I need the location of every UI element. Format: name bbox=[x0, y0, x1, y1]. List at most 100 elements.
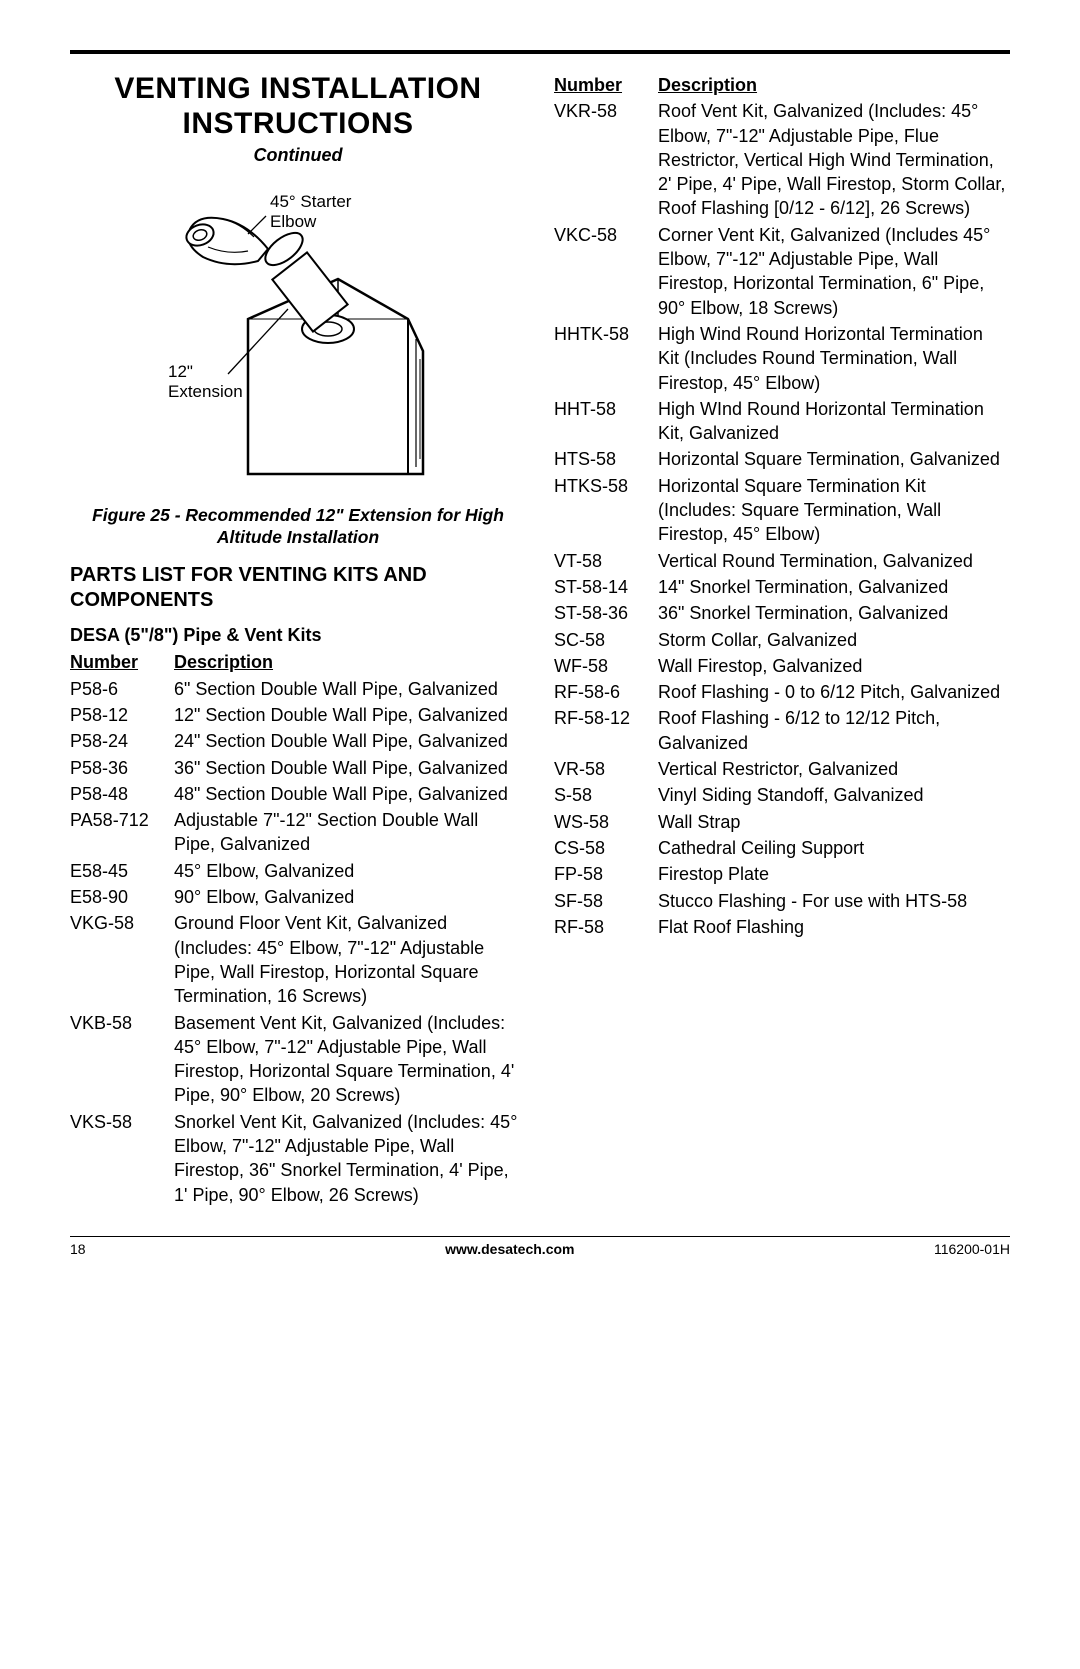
top-rule bbox=[70, 50, 1010, 54]
table-row: PA58-712Adjustable 7"-12" Section Double… bbox=[70, 807, 526, 858]
page-footer: 18 www.desatech.com 116200-01H bbox=[70, 1236, 1010, 1257]
part-description: 90° Elbow, Galvanized bbox=[174, 884, 526, 910]
part-description: Horizontal Square Termination, Galvanize… bbox=[658, 446, 1010, 472]
figure-caption: Figure 25 - Recommended 12" Extension fo… bbox=[70, 504, 526, 550]
part-description: Wall Strap bbox=[658, 809, 1010, 835]
part-number: VKC-58 bbox=[554, 222, 658, 321]
part-description: Horizontal Square Termination Kit (Inclu… bbox=[658, 473, 1010, 548]
table-row: FP-58Firestop Plate bbox=[554, 861, 1010, 887]
parts-table-right: Number Description VKR-58Roof Vent Kit, … bbox=[554, 72, 1010, 940]
table-row: E58-9090° Elbow, Galvanized bbox=[70, 884, 526, 910]
part-number: P58-48 bbox=[70, 781, 174, 807]
part-number: RF-58 bbox=[554, 914, 658, 940]
part-description: Storm Collar, Galvanized bbox=[658, 627, 1010, 653]
parts-list-heading: PARTS LIST FOR VENTING KITS AND COMPONEN… bbox=[70, 563, 526, 613]
table-row: HTKS-58Horizontal Square Termination Kit… bbox=[554, 473, 1010, 548]
part-description: 45° Elbow, Galvanized bbox=[174, 858, 526, 884]
part-description: 12" Section Double Wall Pipe, Galvanized bbox=[174, 702, 526, 728]
part-number: VKR-58 bbox=[554, 98, 658, 221]
part-number: VKB-58 bbox=[70, 1010, 174, 1109]
part-description: 48" Section Double Wall Pipe, Galvanized bbox=[174, 781, 526, 807]
part-number: RF-58-6 bbox=[554, 679, 658, 705]
table-row: P58-4848" Section Double Wall Pipe, Galv… bbox=[70, 781, 526, 807]
table-row: P58-1212" Section Double Wall Pipe, Galv… bbox=[70, 702, 526, 728]
part-number: HTS-58 bbox=[554, 446, 658, 472]
part-number: VKG-58 bbox=[70, 910, 174, 1009]
title-line1: VENTING INSTALLATION bbox=[114, 72, 481, 105]
table-row: VR-58Vertical Restrictor, Galvanized bbox=[554, 756, 1010, 782]
part-description: Cathedral Ceiling Support bbox=[658, 835, 1010, 861]
part-number: FP-58 bbox=[554, 861, 658, 887]
part-number: P58-6 bbox=[70, 676, 174, 702]
footer-url: www.desatech.com bbox=[445, 1241, 574, 1257]
part-description: 6" Section Double Wall Pipe, Galvanized bbox=[174, 676, 526, 702]
parts-table-left: Number Description P58-66" Section Doubl… bbox=[70, 649, 526, 1208]
part-number: VR-58 bbox=[554, 756, 658, 782]
col-number-header: Number bbox=[554, 72, 658, 98]
continued-label: Continued bbox=[70, 143, 526, 167]
col-number-header: Number bbox=[70, 649, 174, 675]
page-title: VENTING INSTALLATION INSTRUCTIONS bbox=[70, 72, 526, 141]
left-column: VENTING INSTALLATION INSTRUCTIONS Contin… bbox=[70, 72, 526, 1208]
part-number: PA58-712 bbox=[70, 807, 174, 858]
table-row: E58-4545° Elbow, Galvanized bbox=[70, 858, 526, 884]
part-description: Wall Firestop, Galvanized bbox=[658, 653, 1010, 679]
table-row: ST-58-1414" Snorkel Termination, Galvani… bbox=[554, 574, 1010, 600]
table-row: RF-58Flat Roof Flashing bbox=[554, 914, 1010, 940]
table-row: VKB-58Basement Vent Kit, Galvanized (Inc… bbox=[70, 1010, 526, 1109]
part-number: S-58 bbox=[554, 782, 658, 808]
table-row: HHTK-58High Wind Round Horizontal Termin… bbox=[554, 321, 1010, 396]
table-row: VKR-58Roof Vent Kit, Galvanized (Include… bbox=[554, 98, 1010, 221]
part-description: 24" Section Double Wall Pipe, Galvanized bbox=[174, 728, 526, 754]
part-description: Firestop Plate bbox=[658, 861, 1010, 887]
part-description: 36" Section Double Wall Pipe, Galvanized bbox=[174, 755, 526, 781]
part-description: Stucco Flashing - For use with HTS-58 bbox=[658, 888, 1010, 914]
part-description: Vinyl Siding Standoff, Galvanized bbox=[658, 782, 1010, 808]
fig-label-ext: 12" bbox=[168, 362, 193, 381]
part-number: VT-58 bbox=[554, 548, 658, 574]
table-row: HHT-58High WInd Round Horizontal Termina… bbox=[554, 396, 1010, 447]
part-description: Corner Vent Kit, Galvanized (Includes 45… bbox=[658, 222, 1010, 321]
part-number: SF-58 bbox=[554, 888, 658, 914]
part-number: WS-58 bbox=[554, 809, 658, 835]
col-description-header: Description bbox=[658, 72, 1010, 98]
table-row: WF-58Wall Firestop, Galvanized bbox=[554, 653, 1010, 679]
fig-label-elbow: 45° Starter bbox=[270, 192, 352, 211]
part-description: Ground Floor Vent Kit, Galvanized (Inclu… bbox=[174, 910, 526, 1009]
table-row: P58-66" Section Double Wall Pipe, Galvan… bbox=[70, 676, 526, 702]
col-description-header: Description bbox=[174, 649, 526, 675]
table-row: SC-58Storm Collar, Galvanized bbox=[554, 627, 1010, 653]
table-row: P58-3636" Section Double Wall Pipe, Galv… bbox=[70, 755, 526, 781]
doc-number: 116200-01H bbox=[934, 1241, 1010, 1257]
part-number: HHTK-58 bbox=[554, 321, 658, 396]
part-description: Vertical Restrictor, Galvanized bbox=[658, 756, 1010, 782]
part-description: Roof Flashing - 6/12 to 12/12 Pitch, Gal… bbox=[658, 705, 1010, 756]
page-number: 18 bbox=[70, 1241, 86, 1257]
table-row: RF-58-6Roof Flashing - 0 to 6/12 Pitch, … bbox=[554, 679, 1010, 705]
part-number: SC-58 bbox=[554, 627, 658, 653]
part-description: Roof Flashing - 0 to 6/12 Pitch, Galvani… bbox=[658, 679, 1010, 705]
table-row: WS-58Wall Strap bbox=[554, 809, 1010, 835]
part-description: Adjustable 7"-12" Section Double Wall Pi… bbox=[174, 807, 526, 858]
vent-diagram-icon: 45° Starter Elbow 12" Extension bbox=[128, 179, 468, 489]
part-number: WF-58 bbox=[554, 653, 658, 679]
part-description: High Wind Round Horizontal Termination K… bbox=[658, 321, 1010, 396]
part-number: HHT-58 bbox=[554, 396, 658, 447]
part-number: ST-58-36 bbox=[554, 600, 658, 626]
part-number: ST-58-14 bbox=[554, 574, 658, 600]
content-columns: VENTING INSTALLATION INSTRUCTIONS Contin… bbox=[70, 72, 1010, 1208]
table-row: VKC-58Corner Vent Kit, Galvanized (Inclu… bbox=[554, 222, 1010, 321]
part-number: CS-58 bbox=[554, 835, 658, 861]
part-description: Basement Vent Kit, Galvanized (Includes:… bbox=[174, 1010, 526, 1109]
part-number: VKS-58 bbox=[70, 1109, 174, 1208]
part-number: RF-58-12 bbox=[554, 705, 658, 756]
part-number: HTKS-58 bbox=[554, 473, 658, 548]
part-description: Snorkel Vent Kit, Galvanized (Includes: … bbox=[174, 1109, 526, 1208]
part-number: P58-12 bbox=[70, 702, 174, 728]
part-description: Vertical Round Termination, Galvanized bbox=[658, 548, 1010, 574]
kits-title: DESA (5"/8") Pipe & Vent Kits bbox=[70, 623, 526, 647]
table-row: HTS-58Horizontal Square Termination, Gal… bbox=[554, 446, 1010, 472]
figure-25: 45° Starter Elbow 12" Extension bbox=[70, 179, 526, 495]
table-row: P58-2424" Section Double Wall Pipe, Galv… bbox=[70, 728, 526, 754]
table-row: VT-58Vertical Round Termination, Galvani… bbox=[554, 548, 1010, 574]
